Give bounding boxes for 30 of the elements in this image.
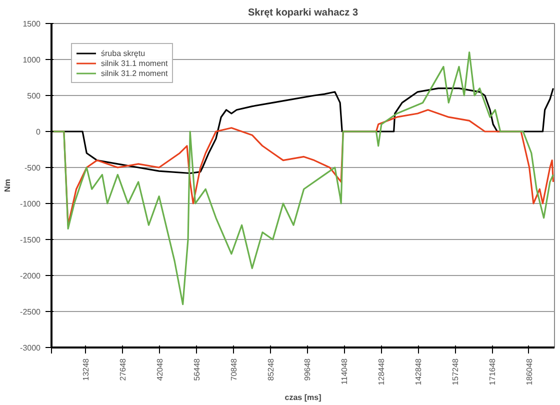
x-tick-label: 114048 bbox=[340, 358, 350, 385]
x-tick-label: 56448 bbox=[192, 358, 202, 381]
y-tick-label: 1500 bbox=[22, 20, 42, 28]
x-tick-label: 157248 bbox=[451, 358, 460, 386]
x-tick-label: 85248 bbox=[266, 358, 276, 381]
y-axis-title: Nm bbox=[3, 179, 12, 192]
x-tick-label: 171648 bbox=[488, 358, 498, 386]
legend-label: silnik 31.1 moment bbox=[101, 58, 168, 68]
y-tick-label: 0 bbox=[36, 128, 42, 136]
y-tick-label: -2000 bbox=[20, 272, 42, 280]
x-tick-label: 186048 bbox=[524, 358, 534, 386]
x-axis-title: czas [ms] bbox=[284, 393, 322, 402]
y-tick-label: -3000 bbox=[20, 344, 42, 352]
y-tick-label: -2500 bbox=[20, 308, 42, 316]
y-tick-label: 1000 bbox=[22, 56, 42, 64]
x-tick-label: 13248 bbox=[82, 358, 90, 381]
legend-label: silnik 31.2 moment bbox=[101, 68, 168, 78]
x-tick-label: 70848 bbox=[229, 358, 238, 381]
chart-title: Skręt koparki wahacz 3 bbox=[248, 8, 358, 18]
y-tick-label: -500 bbox=[24, 164, 42, 172]
line-series bbox=[52, 52, 554, 306]
x-tick-label: 128448 bbox=[377, 358, 386, 386]
x-tick-label: 99648 bbox=[303, 358, 312, 381]
x-tick-label: 42048 bbox=[155, 358, 164, 381]
y-tick-label: 500 bbox=[27, 92, 42, 100]
x-tick-label: 142848 bbox=[414, 358, 424, 386]
legend-label: śruba skrętu bbox=[101, 48, 146, 58]
y-tick-label: -1500 bbox=[20, 236, 42, 244]
y-tick-label: -1000 bbox=[20, 200, 42, 208]
x-tick-label: 27648 bbox=[118, 358, 128, 381]
